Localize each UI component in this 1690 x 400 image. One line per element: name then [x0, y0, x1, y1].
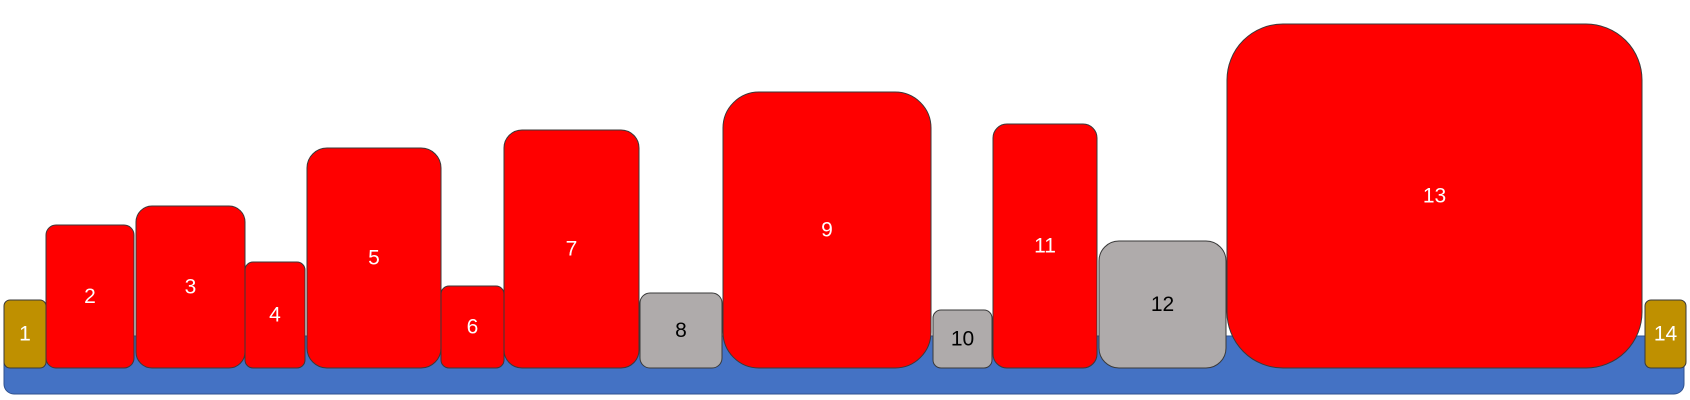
block-4-shape: [244, 261, 306, 369]
block-12-label: 12: [1151, 293, 1174, 316]
block-4-label: 4: [269, 304, 281, 327]
block-7-label: 7: [566, 238, 578, 261]
block-5-label: 5: [368, 247, 380, 270]
block-9: 9: [722, 91, 932, 369]
block-4: 4: [244, 261, 306, 369]
block-14: 14: [1644, 299, 1687, 369]
block-12-shape: [1098, 240, 1227, 369]
block-13-label: 13: [1423, 185, 1446, 208]
block-8-label: 8: [675, 319, 687, 342]
block-3: 3: [135, 205, 246, 369]
block-2-shape: [45, 224, 135, 369]
block-7: 7: [503, 129, 640, 369]
block-6: 6: [440, 285, 505, 369]
block-10-shape: [932, 309, 993, 369]
block-8-shape: [639, 292, 723, 369]
block-10: 10: [932, 309, 993, 369]
block-11-label: 11: [1034, 235, 1056, 258]
block-1: 1: [3, 299, 47, 369]
block-5: 5: [306, 147, 442, 369]
block-8: 8: [639, 292, 723, 369]
block-14-label: 14: [1654, 323, 1678, 346]
block-9-shape: [722, 91, 932, 369]
block-12: 12: [1098, 240, 1227, 369]
block-11: 11: [992, 123, 1098, 369]
block-14-shape: [1644, 299, 1687, 369]
block-1-label: 1: [19, 323, 31, 346]
block-2: 2: [45, 224, 135, 369]
block-6-label: 6: [467, 316, 479, 339]
block-7-shape: [503, 129, 640, 369]
block-9-label: 9: [821, 219, 833, 242]
block-5-shape: [306, 147, 442, 369]
block-2-label: 2: [84, 285, 96, 308]
block-11-shape: [992, 123, 1098, 369]
block-13-shape: [1226, 23, 1643, 369]
block-10-label: 10: [951, 328, 974, 351]
block-13: 13: [1226, 23, 1643, 369]
block-3-label: 3: [185, 276, 197, 299]
